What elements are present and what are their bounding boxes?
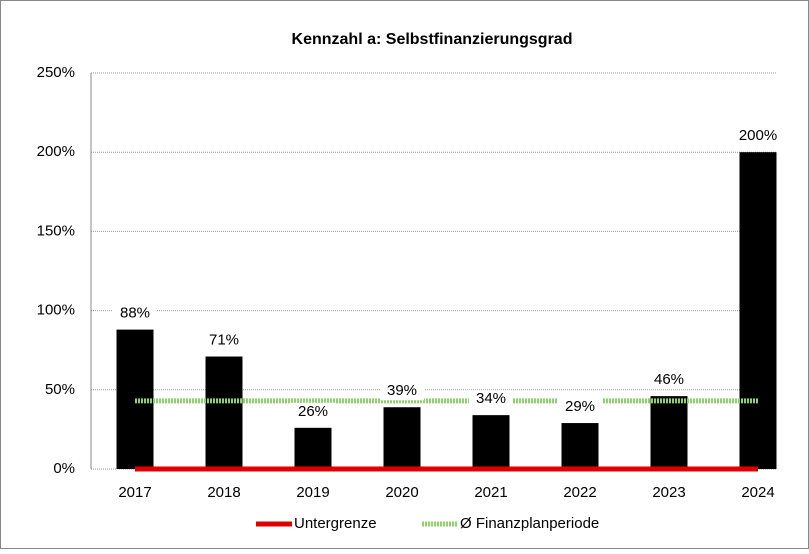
x-tick-label: 2022 bbox=[563, 484, 596, 501]
value-label-bg bbox=[380, 382, 424, 401]
bar bbox=[472, 415, 510, 469]
y-tick-label: 150% bbox=[37, 222, 75, 239]
bar bbox=[294, 427, 332, 469]
legend-label: Untergrenze bbox=[294, 515, 377, 532]
bar bbox=[650, 396, 688, 469]
bar bbox=[561, 423, 599, 469]
bar bbox=[739, 152, 777, 469]
value-label-bg bbox=[647, 371, 691, 390]
bar bbox=[205, 356, 243, 469]
y-tick-label: 200% bbox=[37, 143, 75, 160]
value-label-bg bbox=[202, 331, 246, 350]
value-label-bg bbox=[558, 398, 602, 417]
x-tick-label: 2020 bbox=[385, 484, 418, 501]
x-tick-label: 2017 bbox=[118, 484, 151, 501]
value-label: 88% bbox=[120, 305, 150, 322]
value-label: 39% bbox=[387, 382, 417, 399]
value-label: 34% bbox=[476, 390, 506, 407]
value-label: 200% bbox=[739, 127, 777, 144]
bar bbox=[383, 407, 421, 469]
x-tick-label: 2021 bbox=[474, 484, 507, 501]
value-label: 71% bbox=[209, 332, 239, 349]
y-tick-label: 50% bbox=[45, 381, 75, 398]
x-tick-label: 2018 bbox=[207, 484, 240, 501]
value-label: 46% bbox=[654, 371, 684, 388]
x-tick-label: 2024 bbox=[741, 484, 774, 501]
x-tick-label: 2019 bbox=[296, 484, 329, 501]
y-tick-label: 100% bbox=[37, 302, 75, 319]
value-label-bg bbox=[736, 127, 780, 146]
value-label-bg bbox=[113, 304, 157, 323]
legend-label: Ø Finanzplanperiode bbox=[460, 515, 599, 532]
y-tick-label: 0% bbox=[53, 460, 75, 477]
value-label: 26% bbox=[298, 403, 328, 420]
value-label: 29% bbox=[565, 398, 595, 415]
chart-title: Kennzahl a: Selbstfinanzierungsgrad bbox=[292, 31, 573, 48]
y-tick-label: 250% bbox=[37, 64, 75, 81]
value-label-bg bbox=[291, 402, 335, 421]
x-tick-label: 2023 bbox=[652, 484, 685, 501]
value-label-bg bbox=[469, 390, 513, 409]
